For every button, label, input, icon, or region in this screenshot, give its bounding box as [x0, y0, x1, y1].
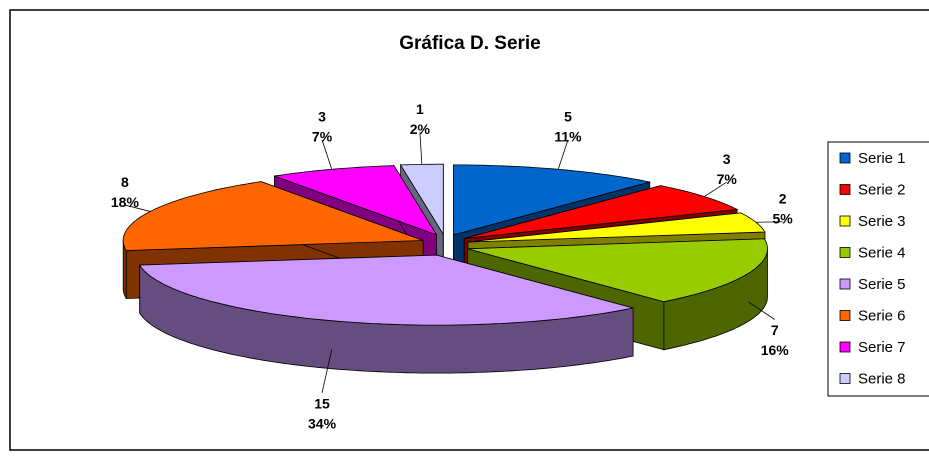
leader-line — [419, 132, 423, 165]
value-label: 1 — [416, 101, 424, 117]
leader-line — [704, 181, 727, 197]
leader-line — [321, 139, 333, 170]
legend-swatch — [839, 373, 851, 384]
legend-label: Serie 7 — [858, 339, 906, 356]
legend-label: Serie 5 — [858, 276, 906, 293]
legend-label: Serie 6 — [858, 307, 906, 324]
value-label: 8 — [121, 174, 129, 190]
legend-label: Serie 2 — [858, 181, 906, 198]
slice-top — [453, 164, 650, 236]
percent-label: 11% — [554, 129, 582, 145]
legend-label: Serie 4 — [858, 244, 906, 261]
legend-swatch — [839, 341, 851, 353]
percent-label: 7% — [312, 129, 333, 145]
legend-label: Serie 1 — [858, 150, 906, 167]
slice — [138, 254, 634, 374]
value-label: 5 — [564, 109, 572, 125]
percent-label: 5% — [773, 210, 794, 226]
slice-top — [467, 238, 768, 303]
value-label: 2 — [779, 190, 787, 206]
legend-swatch — [839, 215, 851, 227]
legend-swatch — [839, 247, 851, 258]
percent-label: 16% — [761, 342, 790, 358]
slice-top — [138, 254, 634, 326]
legend-swatch — [839, 278, 851, 290]
legend-swatch — [839, 310, 851, 321]
legend-label: Serie 3 — [858, 213, 906, 230]
slice-top — [122, 181, 424, 251]
percent-label: 2% — [410, 121, 431, 137]
value-label: 3 — [723, 151, 731, 167]
value-label: 15 — [314, 396, 330, 412]
leader-line — [557, 139, 569, 170]
legend-swatch — [839, 152, 851, 164]
chart-title: Gráfica D. Serie — [399, 33, 541, 54]
leader-line — [124, 204, 151, 212]
leader-line — [321, 349, 333, 394]
legend-swatch — [839, 184, 851, 195]
percent-label: 7% — [717, 171, 738, 187]
legend-label: Serie 8 — [858, 370, 906, 387]
leader-line — [748, 301, 775, 320]
legend-box — [827, 141, 929, 397]
value-label: 7 — [771, 322, 779, 338]
slice-top — [274, 165, 438, 236]
percent-label: 18% — [111, 194, 140, 210]
percent-label: 34% — [308, 416, 337, 432]
value-label: 3 — [318, 109, 326, 125]
